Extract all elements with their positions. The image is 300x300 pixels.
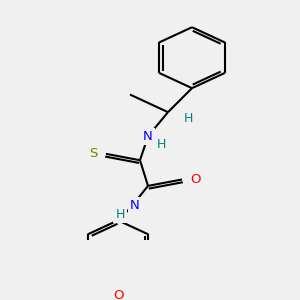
Text: S: S <box>90 147 98 160</box>
Text: H: H <box>156 138 166 151</box>
Text: H: H <box>183 112 193 125</box>
Text: O: O <box>113 289 123 300</box>
Text: N: N <box>130 199 140 212</box>
Text: H: H <box>115 208 125 221</box>
Text: N: N <box>143 130 153 143</box>
Text: O: O <box>190 173 200 186</box>
